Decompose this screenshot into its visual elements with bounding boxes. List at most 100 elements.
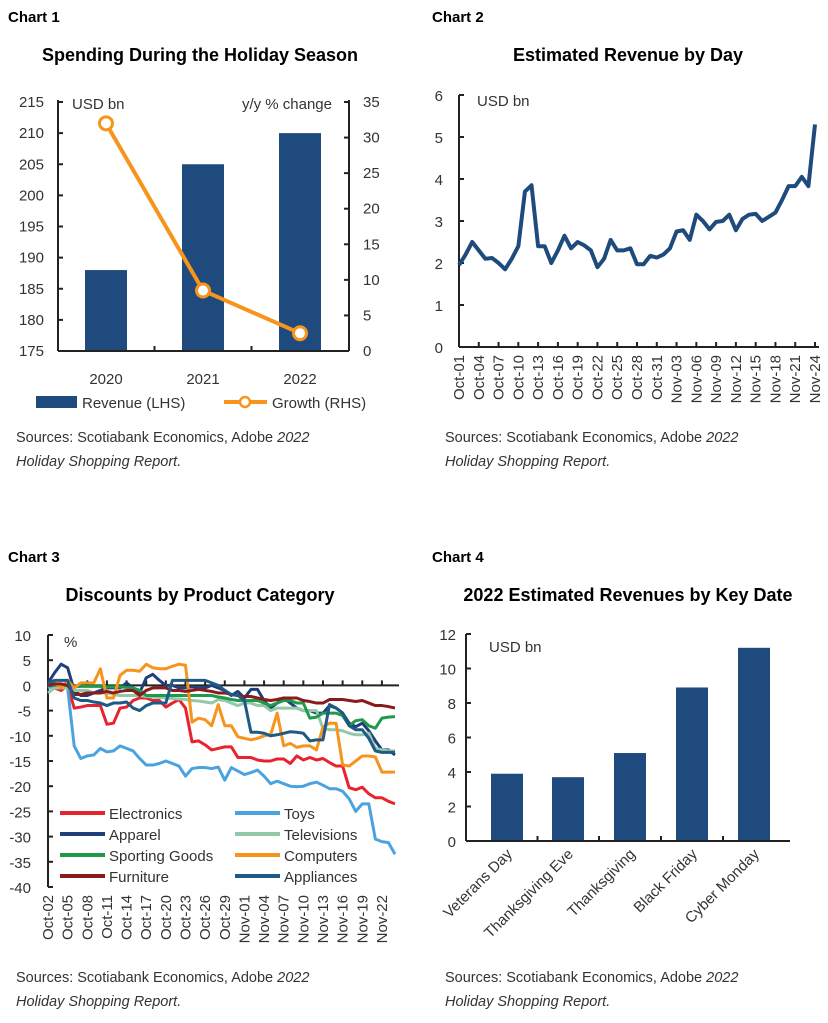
y-axis-unit-label: USD bn: [477, 93, 530, 110]
x-tick-label: Oct-16: [550, 355, 567, 400]
y-tick-label: 6: [435, 88, 443, 105]
source-year: 2022: [705, 430, 738, 446]
right-y-tick-label: 35: [363, 94, 380, 111]
chart-source-line2: Holiday Shopping Report.: [445, 994, 610, 1010]
chart-number-label: Chart 3: [8, 549, 60, 566]
x-tick-label: Nov-03: [669, 355, 686, 403]
right-y-tick-label: 10: [363, 272, 380, 289]
x-tick-label: Oct-11: [99, 895, 116, 939]
y-tick-label: 0: [23, 678, 31, 695]
y-tick-label: 10: [14, 628, 31, 645]
left-y-tick-label: 190: [19, 250, 44, 267]
series-line-appliances: [47, 678, 395, 754]
legend-label-computers: Computers: [284, 848, 357, 865]
source-text: Sources: Scotiabank Economics, Adobe: [445, 970, 706, 986]
x-tick-label: Oct-26: [197, 895, 214, 940]
x-tick-label: Oct-25: [609, 355, 626, 400]
revenue-line: [457, 124, 817, 272]
y-tick-label: -20: [9, 779, 31, 796]
y-tick-label: -25: [9, 804, 31, 821]
y-tick-label: 8: [448, 696, 456, 713]
chart-source: Sources: Scotiabank Economics, Adobe 202…: [16, 970, 309, 986]
y-tick-label: 1: [435, 298, 443, 315]
source-text: Sources: Scotiabank Economics, Adobe: [16, 970, 277, 986]
bar-revenue-2020: [85, 270, 127, 351]
x-tick-label: Oct-08: [79, 895, 96, 940]
x-tick-label: Nov-12: [728, 355, 745, 403]
legend-label-appliances: Appliances: [284, 869, 357, 886]
x-tick-label: Nov-16: [335, 895, 352, 943]
left-y-tick-label: 180: [19, 312, 44, 329]
y-tick-label: -35: [9, 855, 31, 872]
right-y-tick-label: 30: [363, 130, 380, 147]
legend-label-toys: Toys: [284, 806, 315, 823]
y-tick-label: 5: [23, 653, 31, 670]
legend-label-apparel: Apparel: [109, 827, 161, 844]
x-tick-label: Nov-06: [688, 355, 705, 403]
right-y-tick-label: 0: [363, 343, 371, 360]
chart-source: Sources: Scotiabank Economics, Adobe 202…: [445, 430, 738, 446]
legend-revenue-swatch: [36, 396, 77, 408]
x-tick-label: Oct-29: [217, 895, 234, 940]
y-tick-label: -10: [9, 729, 31, 746]
x-tick-label: Nov-10: [295, 895, 312, 943]
x-tick-label: Oct-13: [530, 355, 547, 400]
x-tick-label: Oct-02: [40, 895, 57, 940]
y-axis-unit-label: %: [64, 634, 77, 651]
x-tick-label: Nov-21: [787, 355, 804, 403]
x-tick-label: Oct-10: [510, 355, 527, 400]
y-axis-unit-label: USD bn: [489, 639, 542, 656]
y-tick-label: 0: [448, 834, 456, 851]
chart-source: Sources: Scotiabank Economics, Adobe 202…: [445, 970, 738, 986]
growth-point-2021: [195, 282, 211, 299]
left-y-tick-label: 195: [19, 219, 44, 236]
left-y-tick-label: 210: [19, 125, 44, 142]
y-tick-label: 6: [448, 731, 456, 748]
series-line-apparel: [46, 662, 396, 757]
y-tick-label: -5: [18, 704, 31, 721]
source-year: 2022: [276, 970, 309, 986]
source-year: 2022: [276, 430, 309, 446]
y-tick-label: -30: [9, 830, 31, 847]
growth-point-2022: [292, 325, 308, 342]
source-text: Sources: Scotiabank Economics, Adobe: [445, 430, 706, 446]
right-y-tick-label: 15: [363, 236, 380, 253]
right-y-tick-label: 20: [363, 201, 380, 218]
left-y-tick-label: 185: [19, 281, 44, 298]
chart-source-line2: Holiday Shopping Report.: [16, 994, 181, 1010]
chart-source: Sources: Scotiabank Economics, Adobe 202…: [16, 430, 309, 446]
x-tick-label: Nov-09: [708, 355, 725, 403]
x-tick-label: Oct-22: [589, 355, 606, 400]
chart-number-label: Chart 4: [432, 549, 484, 566]
legend-growth-marker: [238, 395, 252, 409]
legend-label-sporting-goods: Sporting Goods: [109, 848, 213, 865]
left-y-tick-label: 205: [19, 156, 44, 173]
series-line-electronics: [47, 683, 396, 806]
x-tick-label: Oct-05: [60, 895, 77, 940]
bar-black-friday: [676, 687, 708, 841]
y-tick-label: 5: [435, 130, 443, 147]
y-tick-label: -40: [9, 880, 31, 897]
bar-thanksgiving: [614, 753, 646, 841]
source-text: Sources: Scotiabank Economics, Adobe: [16, 430, 277, 446]
legend-label-televisions: Televisions: [284, 827, 357, 844]
series-line-toys: [47, 683, 397, 855]
chart-number-label: Chart 2: [432, 9, 484, 26]
legend-label-furniture: Furniture: [109, 869, 169, 886]
bar-cyber-monday: [738, 647, 770, 841]
x-tick-label: Nov-07: [276, 895, 293, 943]
right-y-tick-label: 25: [363, 165, 380, 182]
left-y-tick-label: 175: [19, 343, 44, 360]
y-tick-label: 10: [439, 662, 456, 679]
chart-source-line2: Holiday Shopping Report.: [445, 454, 610, 470]
left-y-tick-label: 200: [19, 187, 44, 204]
growth-point-2020: [98, 115, 114, 132]
x-tick-label: Nov-01: [236, 895, 253, 943]
y-tick-label: 12: [439, 627, 456, 644]
y-tick-label: 4: [448, 765, 456, 782]
source-year: 2022: [705, 970, 738, 986]
right-y-tick-label: 5: [363, 307, 371, 324]
x-tick-label: Oct-07: [491, 355, 508, 400]
x-tick-label: Oct-31: [649, 355, 666, 400]
